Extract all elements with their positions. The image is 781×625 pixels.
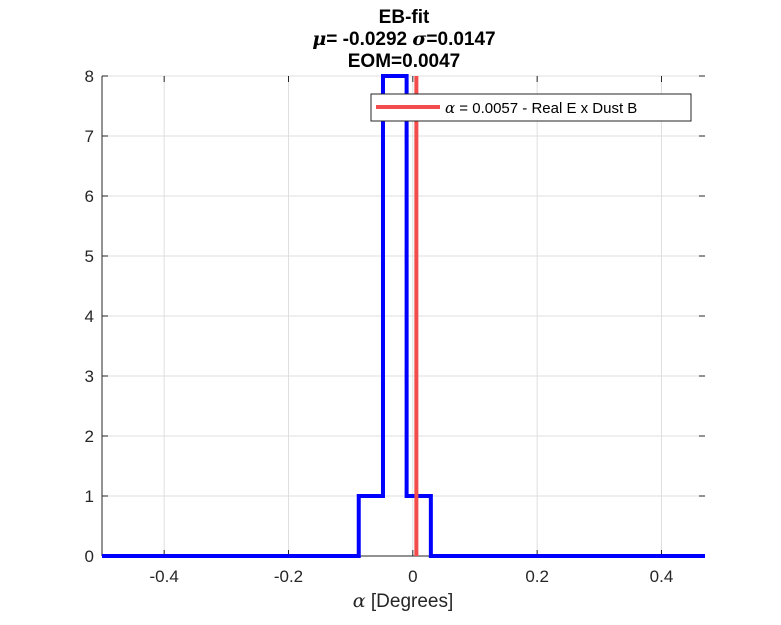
x-axis-label-text: [Degrees] <box>366 591 454 612</box>
y-tick-label: 0 <box>85 547 94 566</box>
x-tick-label: 0.4 <box>650 567 674 586</box>
y-tick-label: 1 <box>85 487 94 506</box>
x-tick-label: -0.2 <box>274 567 303 586</box>
x-tick-label: 0 <box>408 567 417 586</box>
histogram-outline <box>102 74 705 558</box>
sigma-symbol: σ <box>412 28 427 50</box>
title-mean-text: = -0.0292 <box>326 29 412 50</box>
legend-label-text: = 0.0057 - Real E x Dust B <box>455 100 637 117</box>
tick-labels: -0.4 -0.2 0 0.2 0.4 0 1 2 3 4 5 6 7 8 <box>85 67 674 586</box>
title-sigma-text: =0.0147 <box>426 29 495 50</box>
y-tick-label: 4 <box>85 307 94 326</box>
chart-title-line-1: EB-fit <box>379 7 430 28</box>
alpha-symbol: α <box>353 590 366 612</box>
legend-alpha-symbol: α <box>445 99 455 117</box>
mu-symbol: μ <box>312 28 326 50</box>
x-tick-label: 0.2 <box>525 567 549 586</box>
x-axis-label: α [Degrees] <box>353 590 454 612</box>
y-tick-label: 8 <box>85 67 94 86</box>
y-tick-label: 2 <box>85 427 94 446</box>
x-tick-label: -0.4 <box>150 567 179 586</box>
y-tick-label: 3 <box>85 367 94 386</box>
legend-label: α = 0.0057 - Real E x Dust B <box>445 99 637 117</box>
y-tick-label: 7 <box>85 127 94 146</box>
chart-title-line-3: EOM=0.0047 <box>348 51 461 72</box>
legend: α = 0.0057 - Real E x Dust B <box>370 93 692 122</box>
y-tick-label: 5 <box>85 247 94 266</box>
data-marks <box>102 74 705 558</box>
y-tick-label: 6 <box>85 187 94 206</box>
chart-title-line-2: μ= -0.0292 σ=0.0147 <box>312 28 495 50</box>
